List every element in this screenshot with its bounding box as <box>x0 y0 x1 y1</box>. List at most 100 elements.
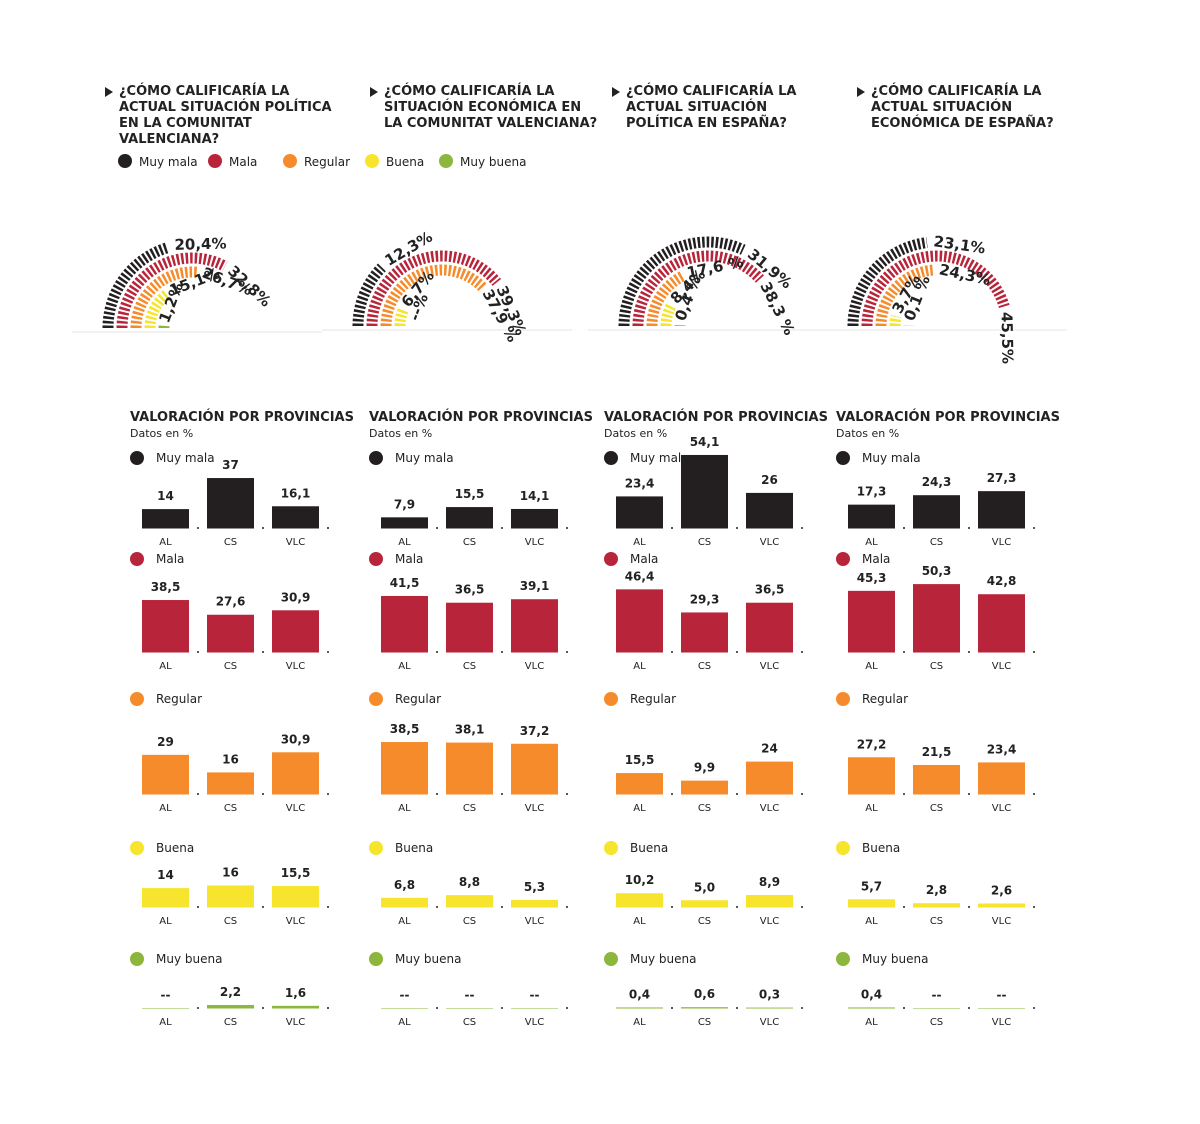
category-label: CS <box>463 537 476 548</box>
bar <box>381 517 428 528</box>
bar <box>848 899 895 907</box>
bar <box>207 478 254 528</box>
category-label: AL <box>865 916 878 927</box>
separator-dot <box>968 527 970 529</box>
category-label: CS <box>463 803 476 814</box>
legend-swatch <box>283 154 297 168</box>
category-label: AL <box>398 916 411 927</box>
series-name: Mala <box>395 552 423 566</box>
bar-label: 30,9 <box>281 590 311 604</box>
question-title: ¿CÓMO CALIFICARÍA LA ACTUAL SITUACIÓN EC… <box>857 84 1056 132</box>
bar <box>681 1007 728 1008</box>
series-swatch <box>369 841 383 855</box>
category-label: VLC <box>992 803 1011 814</box>
ring-label: 45,5% <box>998 312 1017 364</box>
category-label: VLC <box>286 803 305 814</box>
provinces-subtitle: Datos en % <box>836 427 899 440</box>
series-name: Muy buena <box>862 952 928 966</box>
bar <box>681 780 728 794</box>
separator-dot <box>197 527 199 529</box>
category-label: AL <box>633 916 646 927</box>
bar-label: 0,4 <box>861 987 882 1001</box>
category-label: VLC <box>992 537 1011 548</box>
ring-arc <box>144 289 171 329</box>
series-name: Regular <box>395 692 441 706</box>
series-swatch <box>604 692 618 706</box>
series-name: Regular <box>862 692 908 706</box>
separator-dot <box>671 906 673 908</box>
category-label: CS <box>224 1017 237 1028</box>
bar-label: 29 <box>157 735 174 749</box>
bar-label: 29,3 <box>690 592 720 606</box>
series-name: Muy buena <box>395 952 461 966</box>
category-label: CS <box>930 916 943 927</box>
series-swatch <box>836 841 850 855</box>
separator-dot <box>801 527 803 529</box>
legend-swatch <box>439 154 453 168</box>
ring-arc <box>130 266 199 329</box>
category-label: CS <box>224 537 237 548</box>
separator-dot <box>736 651 738 653</box>
category-label: AL <box>865 537 878 548</box>
category-label: CS <box>224 803 237 814</box>
ring-arc <box>847 237 928 327</box>
separator-dot <box>1033 793 1035 795</box>
series-name: Muy mala <box>630 451 689 465</box>
bar <box>142 754 189 794</box>
question-title: ¿CÓMO CALIFICARÍA LA SITUACIÓN ECONÓMICA… <box>370 84 599 132</box>
separator-dot <box>903 527 905 529</box>
bar <box>446 602 493 652</box>
ring-arc <box>394 306 409 327</box>
bar <box>913 584 960 652</box>
separator-dot <box>968 906 970 908</box>
bar <box>978 903 1025 907</box>
category-label: VLC <box>760 661 779 672</box>
bar <box>142 600 189 652</box>
bar-label: 15,5 <box>625 753 655 767</box>
series-swatch <box>604 841 618 855</box>
separator-dot <box>903 793 905 795</box>
provinces-subtitle: Datos en % <box>130 427 193 440</box>
bar <box>848 590 895 652</box>
bar-label: -- <box>932 988 942 1002</box>
series-name: Buena <box>156 841 194 855</box>
provinces-title: VALORACIÓN POR PROVINCIAS <box>604 409 828 425</box>
bar-label: 14 <box>157 489 174 503</box>
bar-label: 42,8 <box>987 574 1017 588</box>
bar <box>616 1007 663 1008</box>
series-name: Muy mala <box>862 451 921 465</box>
bar <box>746 602 793 652</box>
category-label: VLC <box>760 537 779 548</box>
ring-arc <box>861 250 1010 327</box>
bar <box>746 492 793 528</box>
category-label: CS <box>224 916 237 927</box>
category-label: AL <box>159 537 172 548</box>
bar-label: 16,1 <box>281 486 311 500</box>
bar-label: 0,4 <box>629 987 650 1001</box>
bar-label: 6,8 <box>394 878 415 892</box>
series-name: Buena <box>630 841 668 855</box>
bar <box>272 752 319 794</box>
series-name: Mala <box>630 552 658 566</box>
bar <box>207 772 254 794</box>
separator-dot <box>1033 527 1035 529</box>
provinces-title: VALORACIÓN POR PROVINCIAS <box>130 409 354 425</box>
bar <box>511 508 558 528</box>
separator-dot <box>327 793 329 795</box>
bar <box>207 885 254 907</box>
bar-label: 2,8 <box>926 883 947 897</box>
bar <box>272 886 319 907</box>
separator-dot <box>671 1007 673 1009</box>
series-swatch <box>369 552 383 566</box>
separator-dot <box>736 793 738 795</box>
category-label: AL <box>398 661 411 672</box>
separator-dot <box>262 793 264 795</box>
separator-dot <box>671 793 673 795</box>
separator-dot <box>736 906 738 908</box>
bar-label: 37,2 <box>520 724 550 738</box>
bar-label: 36,5 <box>755 583 785 597</box>
separator-dot <box>1033 1007 1035 1009</box>
ring-arc <box>116 252 228 329</box>
category-label: CS <box>463 916 476 927</box>
separator-dot <box>903 906 905 908</box>
